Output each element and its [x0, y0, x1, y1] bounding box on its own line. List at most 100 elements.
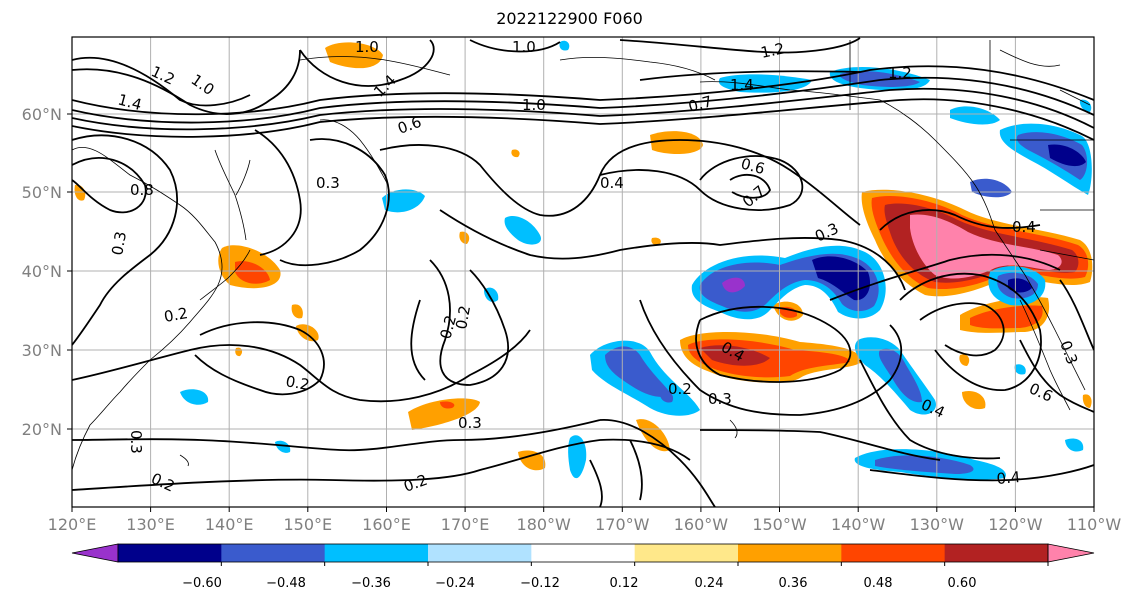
colorbar-segment [118, 544, 222, 562]
positive-shading-area [651, 237, 661, 246]
lat-tick-label: 20°N [22, 420, 62, 439]
contour-label: 0.3 [316, 174, 340, 192]
contour-label: 0.4 [600, 174, 624, 192]
colorbar-extension-max [1047, 543, 1095, 563]
positive-shading-area [408, 398, 480, 430]
contour-label: 0.3 [458, 414, 482, 432]
contour-label: 0.8 [130, 181, 154, 199]
contour-label: 1.0 [522, 96, 546, 114]
colorbar-tick-label: −0.36 [351, 576, 391, 591]
lon-tick-label: 170°W [595, 515, 650, 534]
negative-shading-area [659, 390, 674, 403]
positive-shading-area [459, 231, 470, 244]
contour-label: 0.6 [739, 154, 767, 178]
colorbar-tick-label: −0.12 [520, 576, 560, 591]
negative-shading-area [275, 440, 291, 453]
contour-label: 0.4 [1012, 218, 1036, 236]
negative-shading-area [1008, 278, 1032, 293]
negative-shading-area [605, 346, 672, 397]
colorbar-tick-label: −0.48 [266, 576, 306, 591]
contour-label: 1.0 [512, 38, 536, 56]
positive-shading-area [959, 354, 970, 366]
negative-shading-area [878, 348, 922, 403]
contour-label: 0.2 [163, 304, 190, 326]
lon-tick-label: 170°E [441, 515, 490, 534]
positive-shading-area [962, 390, 986, 410]
lon-tick-label: 120°E [48, 515, 97, 534]
lat-tick-label: 50°N [22, 183, 62, 202]
contour-lines [72, 37, 1094, 507]
contour-label: 0.7 [686, 92, 714, 116]
lon-tick-label: 130°E [126, 515, 175, 534]
colorbar-tick-label: 0.60 [948, 576, 977, 591]
colorbar-segment [738, 544, 842, 562]
axis-ticks [67, 113, 1095, 512]
contour-label: 0.2 [668, 380, 692, 398]
colorbar-tick-label: 0.36 [779, 576, 808, 591]
positive-shading-area [325, 42, 383, 69]
negative-shading-area [718, 74, 812, 93]
colorbar-tick-label: −0.60 [182, 576, 222, 591]
colorbar-tick-label: 0.12 [610, 576, 639, 591]
lon-tick-label: 110°W [1067, 515, 1122, 534]
negative-shading-area [812, 256, 871, 301]
contour-label: 1.2 [888, 64, 912, 82]
positive-shading-area [1082, 394, 1092, 408]
colorbar-segment [531, 544, 636, 562]
positive-shading-area [518, 450, 546, 471]
negative-shading-area [180, 389, 209, 405]
negative-shading-area [875, 455, 974, 474]
lon-tick-label: 150°E [283, 515, 332, 534]
contour-label: 0.3 [108, 230, 130, 257]
contour-label: 0.2 [452, 304, 474, 331]
map-title: 2022122900 F060 [496, 9, 643, 28]
lon-tick-label: 130°W [910, 515, 965, 534]
lon-tick-label: 160°W [674, 515, 729, 534]
positive-shading-area [910, 214, 1062, 279]
contour-label: 0.2 [284, 372, 311, 394]
colorbar-segment [841, 544, 946, 562]
shading-layer [74, 40, 1093, 480]
lon-tick-label: 150°W [752, 515, 807, 534]
negative-shading-area [382, 189, 425, 213]
negative-shading-area [504, 215, 541, 245]
colorbar-segment [634, 544, 739, 562]
lon-tick-label: 140°E [205, 515, 254, 534]
map-frame [71, 36, 1095, 508]
colorbar-tick-label: −0.24 [435, 576, 475, 591]
colorbar-segment [221, 544, 326, 562]
positive-shading-area [650, 131, 703, 155]
positive-shading-area [235, 261, 270, 284]
colorbar-tick-label: 0.24 [695, 576, 724, 591]
contour-label: 1.0 [355, 38, 379, 56]
negative-shading-area [950, 106, 1000, 125]
contour-label: 1.4 [730, 76, 754, 94]
contour-label: 0.3 [127, 430, 145, 454]
negative-shading-area [722, 277, 745, 293]
lon-tick-label: 140°W [831, 515, 886, 534]
negative-shading-area [1014, 364, 1026, 375]
positive-shading-area [440, 401, 455, 409]
colorbar-extension-min [71, 543, 119, 563]
contour-label: 0.3 [708, 390, 732, 408]
latitude-labels: 20°N 30°N 40°N 50°N 60°N [22, 105, 62, 439]
colorbar: −0.60 −0.48 −0.36 −0.24 −0.12 0.12 0.24 … [71, 543, 1095, 591]
lon-tick-label: 120°W [988, 515, 1043, 534]
contour-label: 0.2 [436, 313, 460, 341]
colorbar-segment [324, 544, 429, 562]
lon-tick-label: 180°W [517, 515, 572, 534]
lat-tick-label: 60°N [22, 105, 62, 124]
contour-label: 1.4 [116, 90, 144, 114]
map-panel: 1.0 1.2 1.0 1.0 1.2 1.4 1.2 1.4 1.4 1.0 … [72, 37, 1094, 507]
negative-shading-area [1065, 438, 1084, 452]
positive-shading-area [970, 305, 1043, 329]
negative-shading-area [1048, 144, 1086, 167]
colorbar-segment [944, 544, 1049, 562]
negative-shading-area [559, 40, 570, 51]
lon-tick-label: 160°E [362, 515, 411, 534]
negative-shading-area [1079, 99, 1092, 112]
positive-shading-area [511, 149, 520, 158]
colorbar-tick-label: 0.48 [864, 576, 893, 591]
longitude-labels: 120°E 130°E 140°E 150°E 160°E 170°E 180°… [48, 515, 1122, 534]
